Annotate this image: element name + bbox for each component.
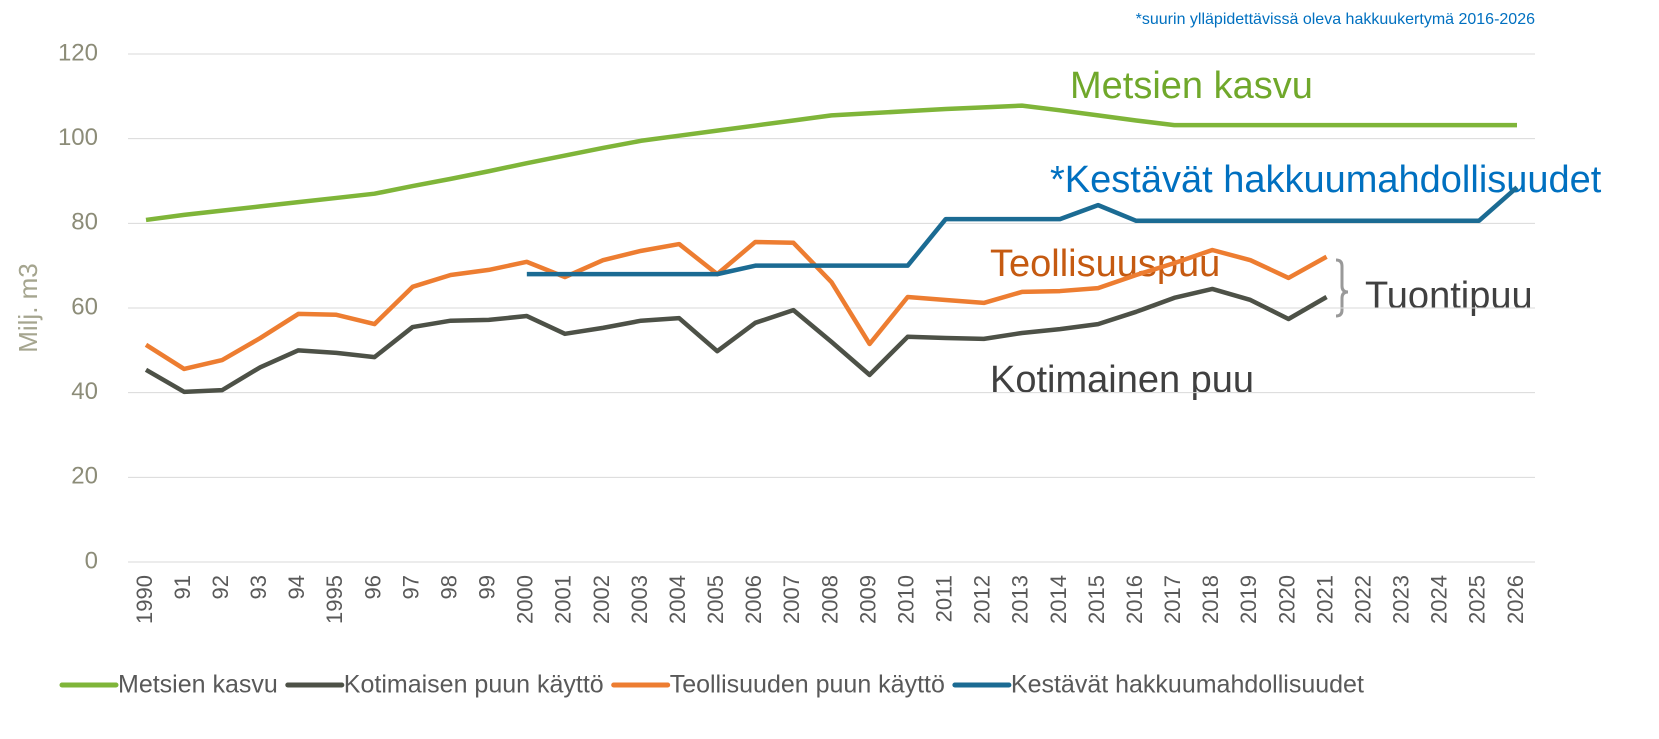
annotation: *Kestävät hakkuumahdollisuudet: [1050, 159, 1602, 201]
annotation: Tuontipuu: [1365, 275, 1533, 317]
x-tick-label: 2015: [1084, 575, 1109, 624]
y-tick-label: 120: [58, 39, 98, 66]
x-tick-label: 2003: [627, 575, 652, 624]
y-tick-label: 80: [71, 209, 98, 236]
y-tick-label: 60: [71, 293, 98, 320]
line-series: [144, 286, 1328, 395]
x-tick-label: 2004: [665, 575, 690, 624]
x-tick-label: 91: [170, 575, 195, 599]
x-tick-label: 2016: [1122, 575, 1147, 624]
y-tick-label: 40: [71, 378, 98, 405]
x-tick-label: 2000: [513, 575, 538, 624]
x-tick-label: 2001: [551, 575, 576, 624]
x-tick-label: 2009: [855, 575, 880, 624]
x-tick-label: 2013: [1008, 575, 1033, 624]
x-tick-label: 2014: [1046, 575, 1071, 624]
x-tick-label: 96: [360, 575, 385, 599]
x-tick-label: 92: [208, 575, 233, 599]
x-tick-label: 2020: [1274, 575, 1299, 624]
x-tick-label: 2018: [1198, 575, 1223, 624]
x-tick-label: 99: [475, 575, 500, 599]
y-tick-label: 100: [58, 124, 98, 151]
legend-label: Metsien kasvu: [118, 671, 278, 699]
line-series: [145, 103, 1517, 223]
y-tick-label: 20: [71, 463, 98, 490]
x-tick-label: 2024: [1427, 575, 1452, 624]
brace: [1335, 258, 1349, 318]
x-tick-label: 2011: [932, 575, 957, 622]
x-tick-label: 2010: [893, 575, 918, 624]
y-tick-label: 0: [85, 547, 98, 574]
x-tick-label: 2023: [1389, 575, 1414, 624]
annotation: Metsien kasvu: [1070, 65, 1313, 107]
x-tick-label: 2012: [970, 575, 995, 624]
legend-label: Teollisuuden puun käyttö: [670, 671, 945, 699]
line-series: [144, 239, 1328, 372]
legend-label: Kestävät hakkuumahdollisuudet: [1011, 671, 1364, 699]
x-tick-label: 2021: [1312, 575, 1337, 624]
x-tick-label: 2019: [1236, 575, 1261, 624]
x-tick-label: 1990: [132, 575, 157, 624]
x-tick-label: 1995: [322, 575, 347, 624]
x-tick-label: 2026: [1503, 575, 1528, 624]
x-tick-label: 2007: [779, 575, 804, 624]
x-tick-label: 2025: [1465, 575, 1490, 624]
annotation: Teollisuuspuu: [990, 243, 1220, 285]
x-tick-label: 93: [246, 575, 271, 599]
x-tick-label: 2005: [703, 575, 728, 624]
legend-label: Kotimaisen puun käyttö: [344, 671, 604, 699]
x-tick-label: 97: [398, 575, 423, 599]
y-axis-label: Milj. m3: [13, 263, 43, 353]
x-tick-label: 98: [436, 575, 461, 599]
note: *suurin ylläpidettävissä oleva hakkuuker…: [1136, 11, 1535, 28]
x-tick-label: 2002: [589, 575, 614, 624]
line-series: [526, 185, 1519, 277]
x-tick-label: 94: [284, 575, 309, 599]
x-tick-label: 2008: [817, 575, 842, 624]
x-tick-label: 2006: [741, 575, 766, 624]
x-tick-label: 2022: [1350, 575, 1375, 624]
x-tick-label: 2017: [1160, 575, 1185, 624]
annotation: Kotimainen puu: [990, 359, 1254, 401]
